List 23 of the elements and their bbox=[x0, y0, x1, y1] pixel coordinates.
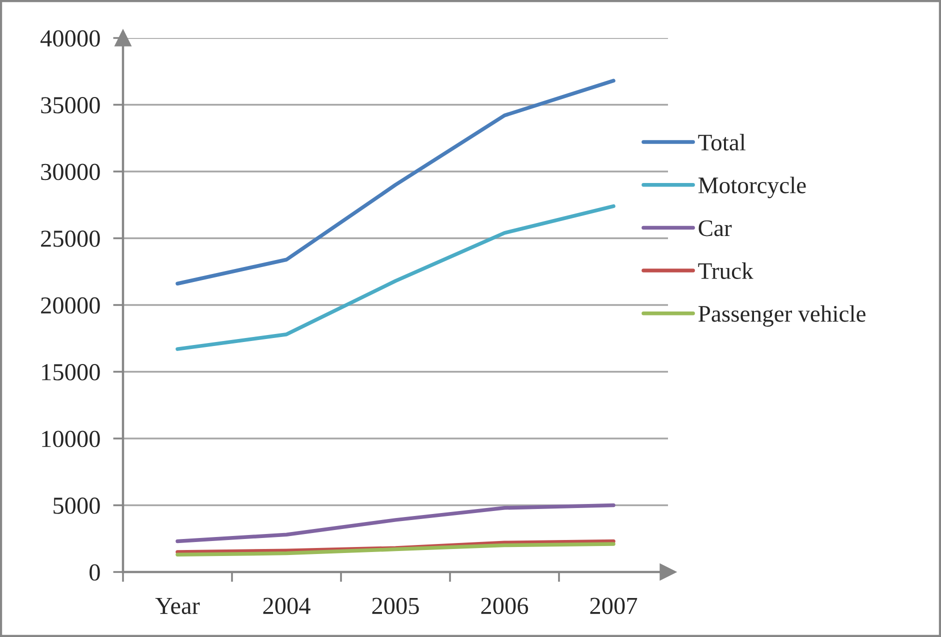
y-tick-label: 5000 bbox=[54, 498, 100, 514]
x-tick-label: 2005 bbox=[372, 598, 419, 614]
y-tick-label: 40000 bbox=[40, 30, 100, 47]
legend-label: Passenger vehicle bbox=[698, 305, 866, 327]
y-tick-label: 30000 bbox=[41, 164, 100, 180]
y-tick-label: 0 bbox=[90, 564, 100, 581]
y-tick-label: 10000 bbox=[42, 430, 100, 448]
x-tick-label: 2007 bbox=[590, 598, 638, 614]
legend-label: Car bbox=[698, 220, 732, 236]
x-tick-label: 2006 bbox=[481, 598, 528, 614]
x-tick-label: Year bbox=[155, 598, 200, 614]
y-tick-label: 15000 bbox=[42, 364, 100, 380]
line-series bbox=[176, 542, 616, 557]
line-series bbox=[176, 204, 616, 351]
line-series bbox=[176, 503, 616, 544]
legend-label: Total bbox=[698, 134, 746, 151]
y-tick-label: 20000 bbox=[41, 297, 100, 314]
legend-label: Truck bbox=[698, 262, 754, 280]
legend-label: Motorcycle bbox=[698, 176, 806, 198]
y-tick-label: 35000 bbox=[41, 97, 100, 114]
line-series bbox=[176, 78, 616, 286]
y-tick-label: 25000 bbox=[41, 230, 100, 247]
x-tick-label: 2004 bbox=[263, 598, 310, 614]
